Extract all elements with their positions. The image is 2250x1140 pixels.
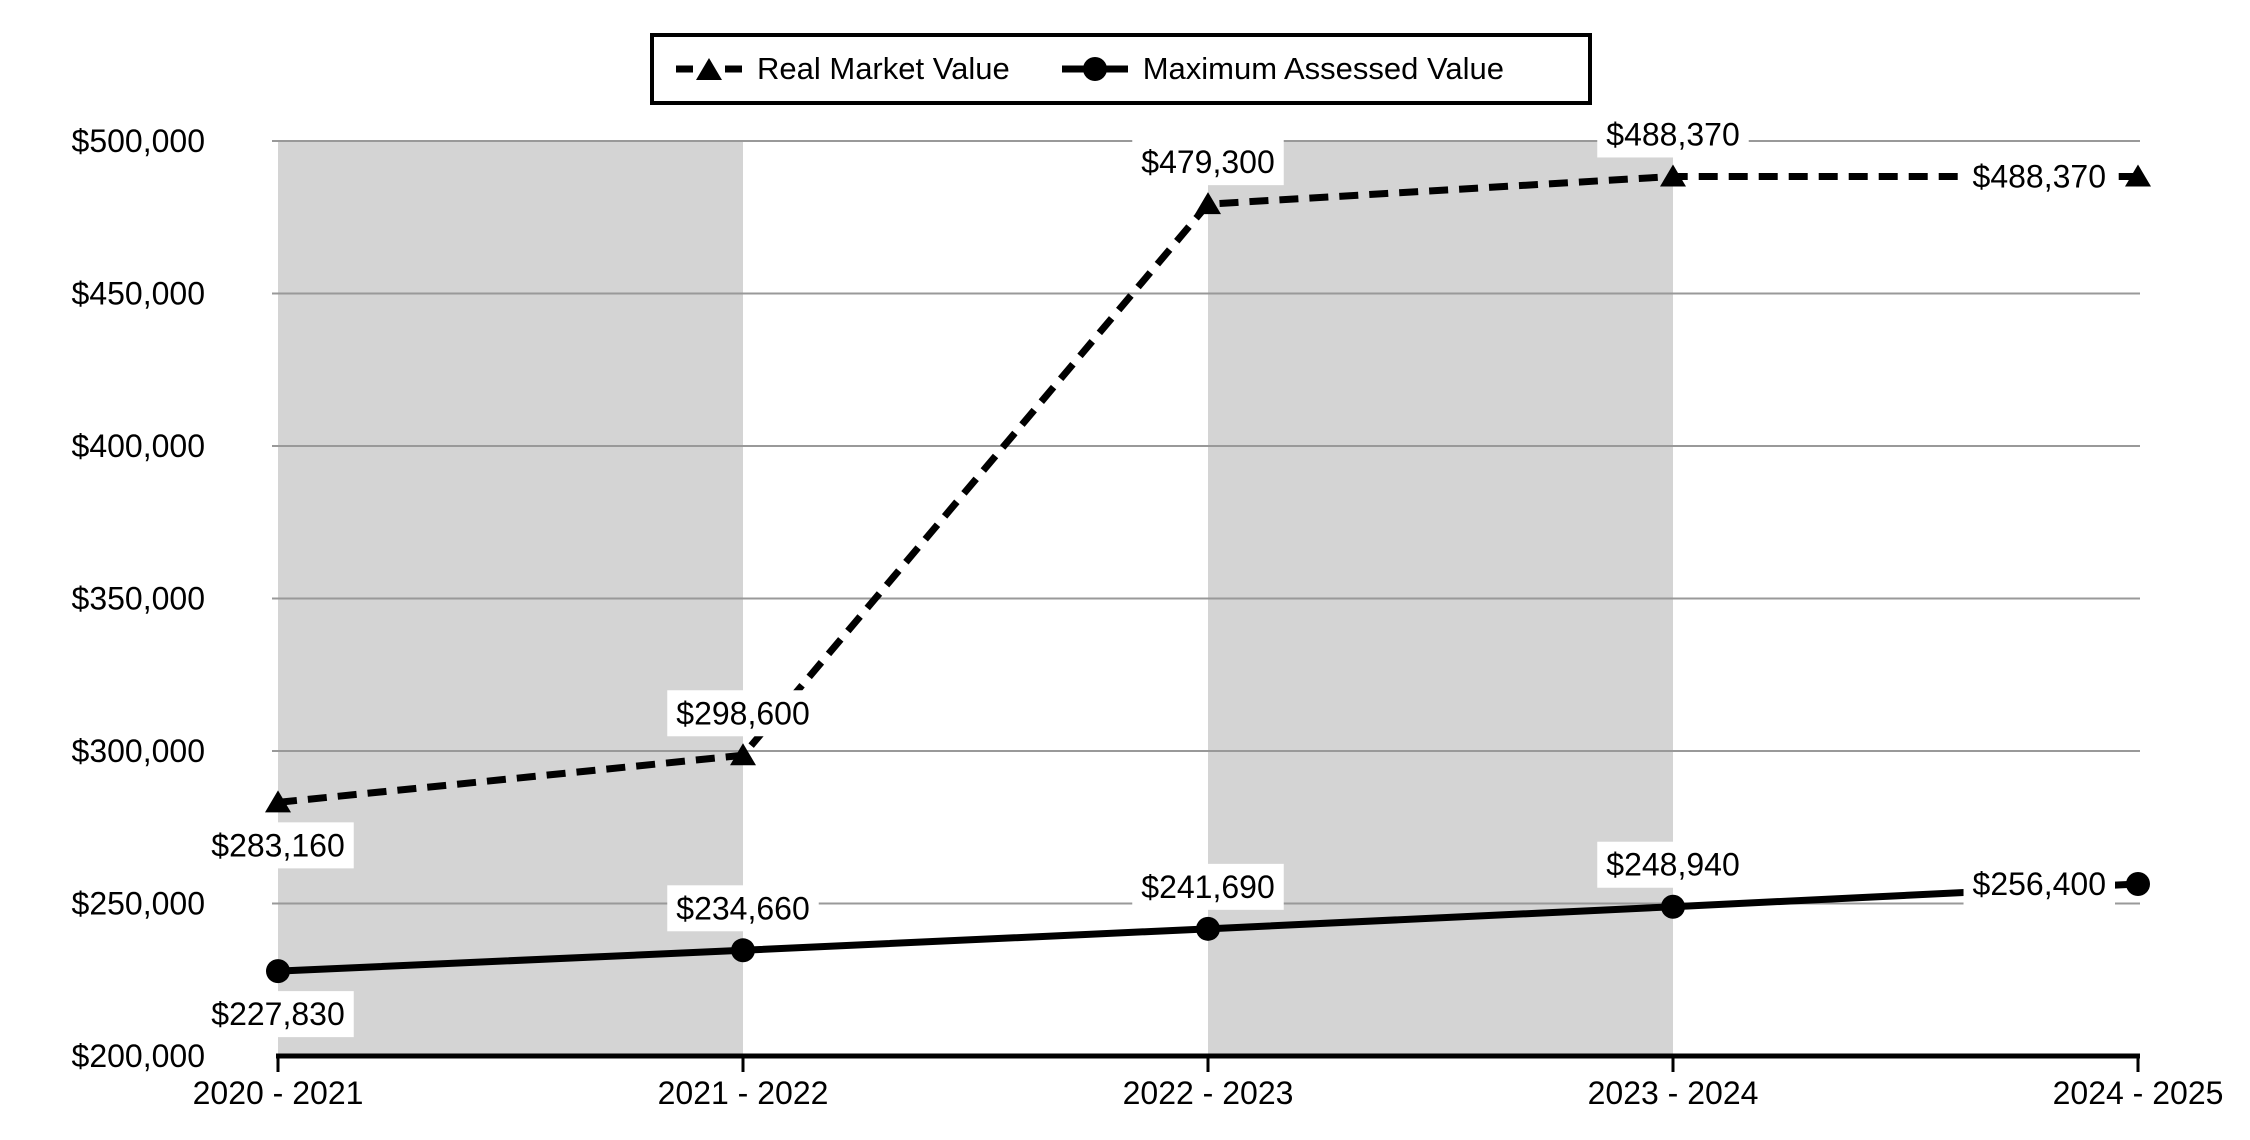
marker-triangle <box>1660 164 1686 187</box>
data-label: $488,370 <box>1973 158 2106 194</box>
data-label: $256,400 <box>1973 866 2106 902</box>
solid-line-circle-marker-icon <box>1061 57 1128 81</box>
legend-label-maximum-assessed-value: Maximum Assessed Value <box>1142 51 1504 86</box>
marker-circle <box>1661 894 1685 919</box>
data-label-bg <box>1597 111 1749 158</box>
data-label-bg <box>1963 860 2115 907</box>
data-label-bg <box>1963 153 2115 200</box>
marker-circle <box>2126 871 2150 896</box>
data-label: $283,160 <box>211 827 344 863</box>
marker-triangle <box>730 743 756 766</box>
data-label-bg <box>667 690 819 737</box>
marker-circle <box>1196 916 1220 941</box>
data-label: $248,940 <box>1606 847 1739 883</box>
data-label: $479,300 <box>1141 144 1274 180</box>
x-tick-label: 2022 - 2023 <box>1123 1075 1294 1111</box>
data-label-bg <box>1132 863 1284 910</box>
y-tick-label: $500,000 <box>72 123 205 159</box>
x-tick-label: 2024 - 2025 <box>2053 1075 2224 1111</box>
data-label-bg <box>1597 841 1749 888</box>
data-label-bg <box>1132 139 1284 186</box>
data-label: $227,830 <box>211 996 344 1032</box>
data-label-bg <box>667 885 819 932</box>
y-tick-label: $450,000 <box>72 276 205 312</box>
x-tick-label: 2023 - 2024 <box>1588 1075 1759 1111</box>
data-label-bg <box>202 991 354 1038</box>
dashed-line-triangle-marker-icon <box>676 58 742 80</box>
marker-circle <box>731 938 755 963</box>
legend-label-real-market-value: Real Market Value <box>757 51 1010 86</box>
marker-triangle <box>2125 164 2151 187</box>
y-tick-label: $200,000 <box>72 1038 205 1074</box>
x-tick-label: 2020 - 2021 <box>193 1075 364 1111</box>
y-tick-label: $250,000 <box>72 886 205 922</box>
legend-item-maximum-assessed-value: Maximum Assessed Value <box>1061 51 1504 87</box>
data-label-bg <box>202 822 354 869</box>
data-label: $241,690 <box>1141 869 1274 905</box>
y-tick-label: $350,000 <box>72 581 205 617</box>
marker-triangle <box>1195 192 1221 215</box>
y-tick-label: $400,000 <box>72 428 205 464</box>
x-tick-label: 2021 - 2022 <box>658 1075 829 1111</box>
data-label: $488,370 <box>1606 116 1739 152</box>
legend-item-real-market-value: Real Market Value <box>676 51 1010 87</box>
data-label: $298,600 <box>676 695 809 731</box>
data-label: $234,660 <box>676 890 809 926</box>
chart-legend: Real Market Value Maximum Assessed Value <box>650 33 1592 105</box>
marker-triangle <box>265 790 291 813</box>
y-tick-label: $300,000 <box>72 733 205 769</box>
marker-circle <box>266 959 290 984</box>
